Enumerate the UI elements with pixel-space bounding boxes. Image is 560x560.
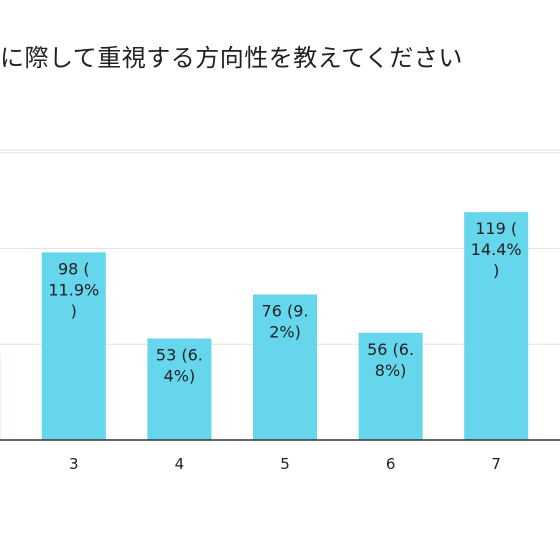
data-label-7: 119 (14.4%) bbox=[471, 219, 522, 280]
chart-title: に際して重視する方向性を教えてください bbox=[0, 44, 463, 72]
bar-group-6: 56 (6. 8%) 6 bbox=[358, 332, 423, 473]
data-label-5: 76 (9. 2%) bbox=[262, 301, 309, 341]
bar-group-5: 76 (9. 2%) 5 bbox=[253, 294, 317, 473]
bar-6[interactable] bbox=[358, 332, 423, 440]
bar-group-3: 98 (11.9%) 3 bbox=[41, 252, 106, 473]
bar-group-7: 119 (14.4%) 7 bbox=[464, 212, 529, 473]
x-tick-label-6: 6 bbox=[386, 455, 396, 473]
bar-4[interactable] bbox=[147, 338, 212, 440]
x-tick-label-3: 3 bbox=[69, 455, 79, 473]
data-label-6: 56 (6. 8%) bbox=[367, 340, 414, 380]
bar-5[interactable] bbox=[253, 294, 317, 440]
bar-7[interactable] bbox=[464, 212, 529, 440]
data-label-3: 98 (11.9%) bbox=[48, 259, 99, 320]
x-tick-label-5: 5 bbox=[280, 455, 290, 473]
x-tick-label-4: 4 bbox=[175, 455, 185, 473]
x-tick-label-7: 7 bbox=[491, 455, 501, 473]
bar-3[interactable] bbox=[41, 252, 106, 440]
bar-group-4: 53 (6. 4%) 4 bbox=[147, 338, 212, 473]
data-label-4: 53 (6. 4%) bbox=[156, 346, 203, 386]
